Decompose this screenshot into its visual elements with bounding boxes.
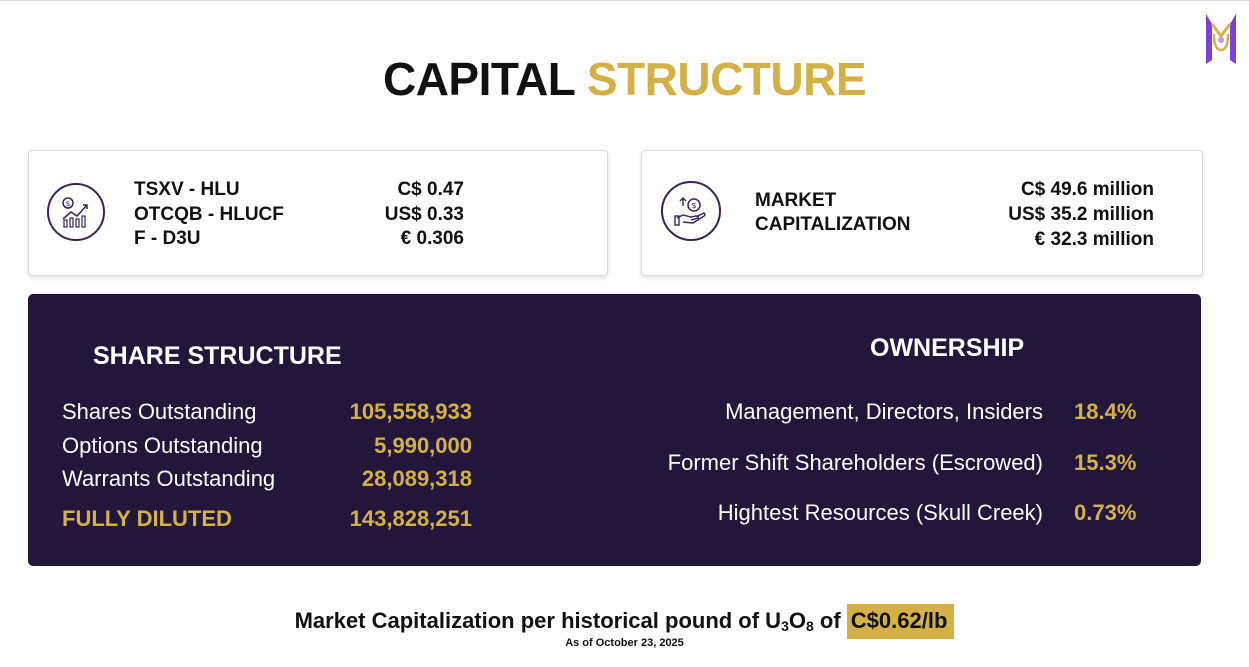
structure-panel: SHARE STRUCTURE Shares Outstanding 105,5… [28,294,1201,566]
ticker-row: TSXV - HLU C$ 0.47 [134,179,464,203]
share-row-value: 105,558,933 [349,399,472,424]
share-row-value: 5,990,000 [374,433,472,458]
market-cap-value: € 32.3 million [1034,229,1154,250]
title-part-2: STRUCTURE [586,53,867,105]
footer-text: O [788,608,806,633]
ownership-row: Former Shift Shareholders (Escrowed) 15.… [588,450,1144,480]
ticker-row: OTCQB - HLUCF US$ 0.33 [134,204,464,228]
fully-diluted-value: 143,828,251 [349,506,472,531]
ticker-price: US$ 0.33 [384,204,464,225]
ticker-price: € 0.306 [400,228,464,249]
fully-diluted-label: FULLY DILUTED [62,506,232,531]
share-row-value: 28,089,318 [361,466,472,491]
ticker-card: $ TSXV - HLU C$ 0.47 OTCQB - HLUCF US$ 0… [28,150,608,276]
footer-text: Market Capitalization per historical pou… [294,608,782,633]
page-title: CAPITAL STRUCTURE [0,52,1249,106]
market-cap-value: C$ 49.6 million [1020,179,1154,200]
ownership-row-value: 15.3% [1074,450,1137,475]
growth-chart-icon: $ [47,183,105,241]
ownership-row: Management, Directors, Insiders 18.4% [588,399,1144,429]
ticker-price: C$ 0.47 [397,179,464,200]
market-cap-label-line: MARKET [755,190,837,211]
footer-text: of [813,608,847,633]
market-cap-card: $ MARKET CAPITALIZATION C$ 49.6 million … [641,150,1203,276]
hand-money-icon: $ [661,181,721,241]
ownership-row-label: Management, Directors, Insiders [725,399,1043,424]
footer-subscript: 8 [806,618,814,634]
company-logo-icon [1206,14,1236,64]
share-row: Options Outstanding 5,990,000 [62,433,472,463]
share-row-label: Shares Outstanding [62,399,257,424]
ownership-row-value: 0.73% [1074,500,1137,525]
share-row-label: Warrants Outstanding [62,466,276,491]
ownership-row-label: Former Shift Shareholders (Escrowed) [667,450,1043,475]
market-cap-value: US$ 35.2 million [1008,204,1154,225]
top-divider [0,0,1249,1]
market-cap-values: C$ 49.6 million US$ 35.2 million € 32.3 … [1008,177,1154,252]
share-row-label: Options Outstanding [62,433,263,458]
svg-text:$: $ [691,201,696,210]
ownership-title: OWNERSHIP [870,334,1025,362]
market-cap-label: MARKET CAPITALIZATION [755,189,911,237]
ownership-row-value: 18.4% [1074,399,1137,424]
ownership-row-label: Hightest Resources (Skull Creek) [717,500,1043,525]
ticker-name: F - D3U [134,228,201,249]
share-structure-title: SHARE STRUCTURE [93,342,342,370]
svg-text:$: $ [66,200,70,208]
ticker-name: OTCQB - HLUCF [134,204,284,225]
highlighted-value: C$0.62/lb [846,604,955,639]
as-of-date: As of October 23, 2025 [565,637,684,649]
footer-statement: Market Capitalization per historical pou… [0,604,1249,639]
fully-diluted-row: FULLY DILUTED 143,828,251 [62,506,472,536]
title-part-1: CAPITAL [382,53,575,105]
share-row: Warrants Outstanding 28,089,318 [62,466,472,496]
ownership-row: Hightest Resources (Skull Creek) 0.73% [588,500,1144,530]
ticker-name: TSXV - HLU [134,179,240,200]
footer-subscript: 3 [781,618,789,634]
market-cap-label-line: CAPITALIZATION [755,214,911,235]
share-row: Shares Outstanding 105,558,933 [62,399,472,429]
ticker-row: F - D3U € 0.306 [134,228,464,252]
